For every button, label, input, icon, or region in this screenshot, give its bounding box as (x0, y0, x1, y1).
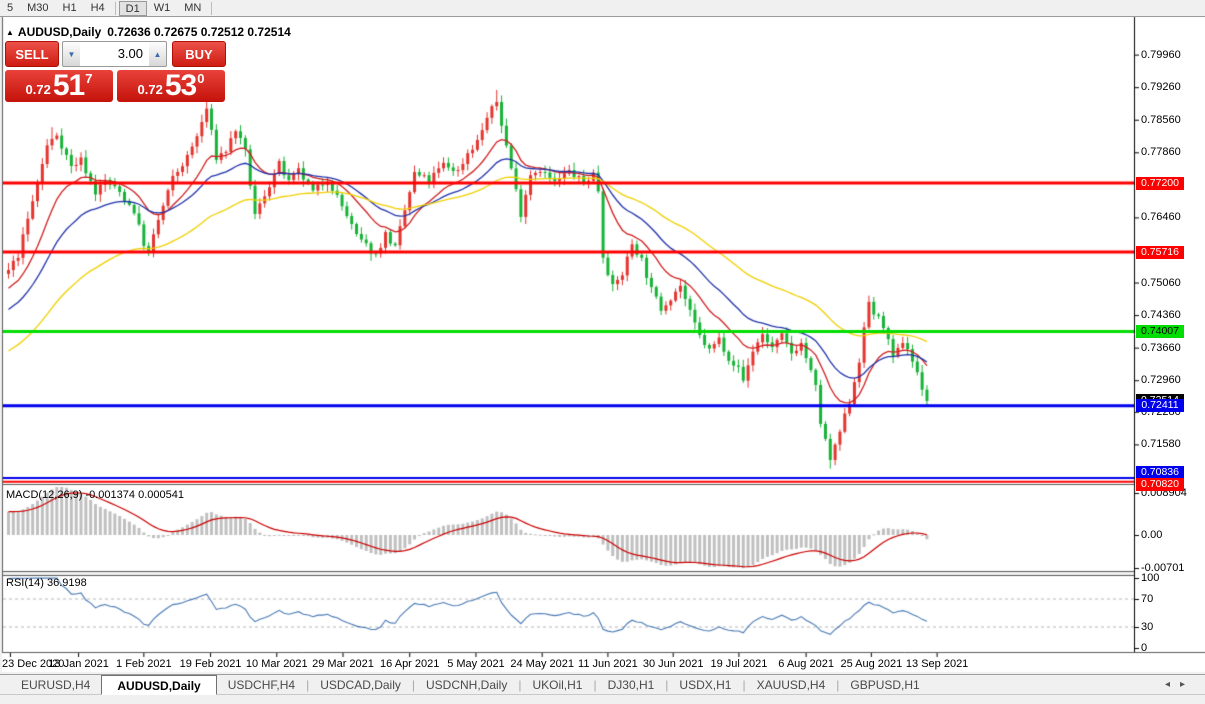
buy-price-main: 53 (164, 69, 197, 102)
date-axis-label: 25 Aug 2021 (840, 658, 903, 670)
tab-audusd-daily[interactable]: AUDUSD,Daily (101, 674, 217, 695)
sell-price-main: 51 (52, 69, 85, 102)
timeframe-button-5[interactable]: 5 (7, 1, 14, 14)
rsi-axis-tick-label: 0 (1141, 642, 1148, 654)
rsi-axis-tick-label: 30 (1141, 621, 1154, 633)
timeframe-button-d1[interactable]: D1 (118, 0, 147, 16)
date-axis-label: 13 Sep 2021 (905, 658, 969, 670)
date-axis-label: 13 Jan 2021 (48, 658, 109, 670)
timeframe-button-mn[interactable]: MN (184, 1, 202, 14)
volume-decrease-button[interactable]: ▼ (62, 41, 80, 67)
buy-price-pip: 0 (197, 71, 205, 86)
price-axis-tick-label: 0.77860 (1141, 146, 1181, 159)
scroll-left-icon[interactable]: ◂ (1164, 679, 1180, 690)
chart-tab-bar: EURUSD,H4 AUDUSD,Daily USDCHF,H4 | USDCAD,Da… (0, 674, 1205, 695)
price-axis-tick-label: 0.78560 (1141, 113, 1181, 126)
date-axis-label: 19 Feb 2021 (179, 658, 242, 670)
sell-button[interactable]: SELL (5, 41, 59, 67)
date-axis-label: 5 May 2021 (447, 658, 505, 670)
hline-price-label: 0.72411 (1136, 399, 1184, 413)
sell-price-pip: 7 (85, 71, 93, 86)
hline-price-label: 0.70836 (1136, 465, 1184, 479)
buy-price-prefix: 0.72 (137, 82, 163, 97)
hline-price-label: 0.75716 (1136, 245, 1184, 259)
buy-button[interactable]: BUY (172, 41, 226, 67)
tab-separator: | (306, 677, 310, 692)
macd-axis-tick-label: -0.00701 (1141, 562, 1185, 575)
tab-dj30-h1[interactable]: DJ30,H1 (607, 677, 655, 692)
timeframe-toolbar: 5 M30 H1 H4 D1 W1 MN (0, 0, 1205, 17)
hline-price-label: 0.70820 (1136, 477, 1184, 491)
tab-usdchf-h4[interactable]: USDCHF,H4 (227, 677, 296, 692)
chevron-up-icon: ▲ (153, 49, 162, 59)
date-axis-label: 29 Mar 2021 (312, 658, 374, 670)
macd-indicator-label: MACD(12,26,9) -0.001374 0.000541 (6, 489, 184, 501)
price-axis-tick-label: 0.76460 (1141, 211, 1181, 224)
symbol-name: AUDUSD,Daily (17, 25, 102, 39)
tab-separator: | (836, 677, 840, 692)
tab-scroll-arrows[interactable]: ◂▸ (1165, 679, 1195, 690)
hline-price-label: 0.74007 (1136, 325, 1184, 338)
scroll-right-icon[interactable]: ▸ (1179, 679, 1195, 690)
tab-separator: | (518, 677, 522, 692)
tab-gbpusd-h1[interactable]: GBPUSD,H1 (850, 677, 920, 692)
timeframe-button-m30[interactable]: M30 (27, 1, 49, 14)
tab-xauusd-h4[interactable]: XAUUSD,H4 (756, 677, 826, 692)
rsi-indicator-label: RSI(14) 36.9198 (6, 577, 87, 589)
sell-price-prefix: 0.72 (25, 82, 51, 97)
timeframe-button-w1[interactable]: W1 (153, 1, 171, 14)
timeframe-button-h4[interactable]: H4 (90, 1, 105, 14)
status-bar (0, 696, 1205, 704)
ohlc-values: 0.72636 0.72675 0.72512 0.72514 (107, 25, 291, 39)
price-axis-tick-label: 0.73660 (1141, 341, 1181, 354)
volume-increase-button[interactable]: ▲ (149, 41, 167, 67)
price-axis-tick-label: 0.75060 (1141, 276, 1181, 289)
date-axis-label: 30 Jun 2021 (642, 658, 704, 670)
price-axis-tick-label: 0.71580 (1141, 438, 1181, 451)
date-axis-label: 24 May 2021 (510, 658, 574, 670)
buy-price-box[interactable]: 0.72 53 0 (117, 70, 225, 102)
date-axis-label: 19 Jul 2021 (710, 658, 768, 670)
date-axis-label: 10 Mar 2021 (245, 658, 308, 670)
timeframe-button-h1[interactable]: H1 (62, 1, 77, 14)
price-axis-tick-label: 0.72960 (1141, 374, 1181, 387)
tab-eurusd-h4[interactable]: EURUSD,H4 (21, 677, 91, 692)
date-axis-label: 1 Feb 2021 (116, 658, 172, 670)
date-axis-label: 6 Aug 2021 (778, 658, 834, 670)
toolbar-separator (211, 1, 213, 15)
one-click-trade-panel: SELL ▼ 3.00 ▲ BUY 0.72 51 7 0.72 53 0 (5, 41, 227, 102)
date-axis-label: 16 Apr 2021 (380, 658, 440, 670)
tab-separator: | (411, 677, 415, 692)
tab-usdx-h1[interactable]: USDX,H1 (679, 677, 732, 692)
tab-usdcad-daily[interactable]: USDCAD,Daily (320, 677, 401, 692)
tab-ukoil-h1[interactable]: UKOil,H1 (532, 677, 583, 692)
price-axis-tick-label: 0.74360 (1141, 309, 1181, 322)
price-axis-tick-label: 0.79960 (1141, 48, 1181, 61)
volume-input[interactable]: 3.00 (80, 41, 149, 67)
chevron-down-icon: ▼ (67, 49, 76, 59)
rsi-axis-tick-label: 100 (1141, 572, 1160, 584)
tab-separator: | (593, 677, 597, 692)
toolbar-separator (114, 1, 116, 15)
chart-title: ▲ AUDUSD,Daily 0.72636 0.72675 0.72512 0.7… (6, 25, 291, 39)
collapse-triangle-icon[interactable]: ▲ (6, 28, 14, 37)
sell-price-box[interactable]: 0.72 51 7 (5, 70, 113, 102)
date-axis-label: 23 Dec 2020 (2, 658, 65, 670)
date-axis-label: 11 Jun 2021 (578, 658, 638, 670)
tab-separator: | (742, 677, 746, 692)
hline-price-label: 0.77200 (1136, 176, 1184, 190)
macd-axis-tick-label: 0.00 (1141, 529, 1163, 541)
rsi-axis-tick-label: 70 (1141, 593, 1154, 605)
tab-usdcnh-daily[interactable]: USDCNH,Daily (426, 677, 508, 692)
tab-separator: | (665, 677, 669, 692)
price-axis-tick-label: 0.79260 (1141, 81, 1181, 94)
